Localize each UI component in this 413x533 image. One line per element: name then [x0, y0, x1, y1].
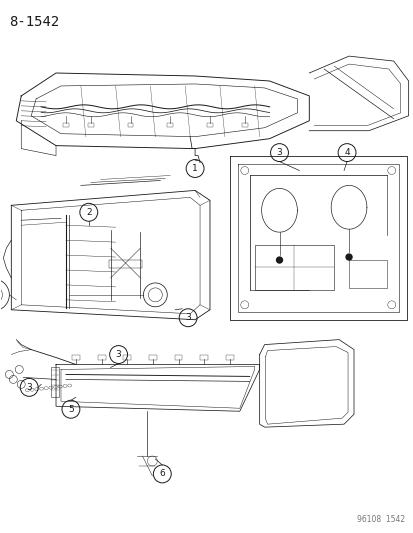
Circle shape: [345, 254, 351, 260]
Bar: [174, 354, 182, 360]
Bar: [241, 123, 247, 127]
Text: 96108  1542: 96108 1542: [356, 515, 404, 523]
Text: 2: 2: [86, 208, 91, 217]
Bar: [149, 354, 157, 360]
Bar: [167, 123, 173, 127]
Text: 1: 1: [192, 164, 197, 173]
Bar: [225, 354, 233, 360]
Bar: [200, 354, 208, 360]
Bar: [206, 123, 212, 127]
Bar: [51, 367, 59, 397]
Text: 3: 3: [185, 313, 190, 322]
Text: 3: 3: [276, 148, 282, 157]
Bar: [108, 260, 142, 268]
Text: 4: 4: [344, 148, 349, 157]
Text: 6: 6: [159, 470, 165, 479]
Text: 5: 5: [68, 405, 74, 414]
Bar: [123, 354, 131, 360]
Bar: [72, 354, 80, 360]
Bar: [88, 123, 93, 127]
Circle shape: [276, 257, 282, 263]
Text: 3: 3: [116, 350, 121, 359]
Bar: [348, 260, 386, 288]
Text: 8-1542: 8-1542: [9, 15, 59, 29]
Bar: [97, 354, 105, 360]
Bar: [127, 123, 133, 127]
Text: 3: 3: [26, 383, 32, 392]
Bar: [63, 123, 69, 127]
